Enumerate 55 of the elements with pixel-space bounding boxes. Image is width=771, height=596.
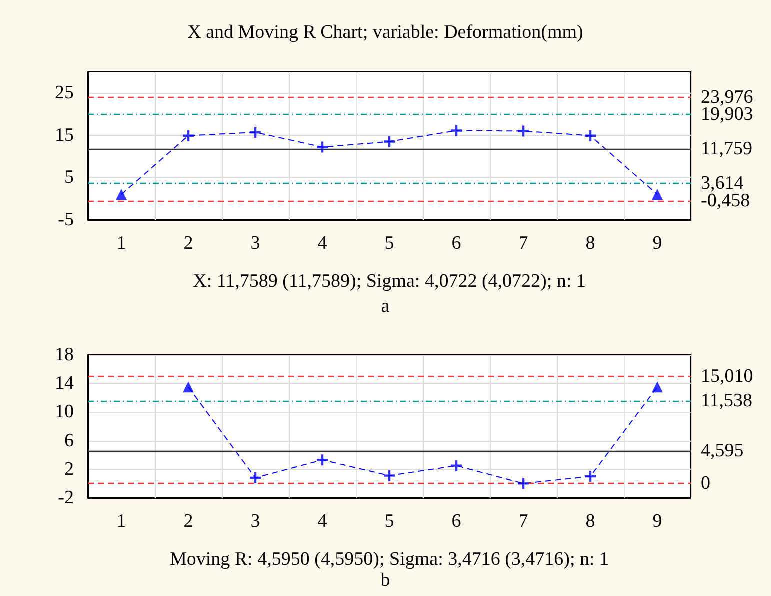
ref-line-label: 15,010 (701, 366, 754, 387)
x-tick-label: 7 (518, 511, 528, 532)
ref-line-label: 11,759 (701, 138, 753, 160)
x-axis-title: X: 11,7589 (11,7589); Sigma: 4,0722 (4,0722); n: 1 (193, 271, 586, 292)
point (183, 130, 194, 142)
point (317, 142, 328, 153)
x-tick-label: 3 (250, 511, 260, 532)
ref-line-label: 4,595 (701, 440, 744, 462)
x-tick-label: 1 (116, 511, 126, 532)
y-tick-label: 14 (55, 373, 74, 394)
y-tick-label: 10 (55, 402, 74, 423)
text: b (380, 570, 390, 591)
x-tick-label: 1 (116, 233, 126, 254)
y-tick-label: 6 (64, 430, 74, 452)
point (585, 130, 596, 142)
point (652, 189, 663, 200)
y-tick-label: -5 (58, 210, 74, 230)
point (518, 478, 529, 490)
chart-title: X and Moving R Chart; variable: Deformation(mm) (188, 22, 584, 43)
point (451, 125, 462, 136)
x-tick-label: 7 (518, 233, 528, 254)
y-tick-label: 2 (64, 458, 74, 480)
x-tick-label: 4 (318, 233, 328, 254)
y-tick-label: -2 (58, 488, 74, 508)
x-tick-label: 6 (452, 233, 462, 254)
point (384, 136, 395, 148)
x-axis-title: Moving R: 4,5950 (4,5950); Sigma: 3,4716 (3,4716); n: 1 (170, 549, 610, 570)
point (585, 471, 596, 482)
x-tick-label: 8 (586, 233, 596, 254)
y-tick-label: 18 (55, 344, 74, 366)
point (451, 460, 462, 472)
ref-line-label: 11,538 (701, 390, 753, 412)
y-tick-label: 5 (64, 167, 74, 188)
x-tick-label: 6 (452, 511, 462, 532)
x-tick-label: 2 (184, 233, 194, 254)
x-tick-label: 9 (652, 233, 662, 254)
point (116, 189, 127, 200)
x-tick-label: 5 (384, 511, 394, 532)
point (384, 470, 395, 482)
text: a (381, 296, 390, 317)
y-tick-label: 15 (55, 124, 74, 146)
point (183, 382, 194, 393)
ref-line-label: 0 (701, 473, 710, 494)
point (317, 454, 328, 466)
point (652, 382, 663, 393)
point (518, 126, 529, 137)
x-tick-label: 9 (652, 511, 662, 532)
point (250, 472, 261, 484)
point (250, 126, 261, 138)
x-tick-label: 2 (184, 511, 194, 532)
x-tick-label: 4 (318, 511, 328, 532)
y-tick-label: 25 (55, 82, 74, 104)
x-tick-label: 8 (586, 511, 596, 532)
x-tick-label: 3 (250, 233, 260, 254)
x-tick-label: 5 (384, 233, 394, 254)
